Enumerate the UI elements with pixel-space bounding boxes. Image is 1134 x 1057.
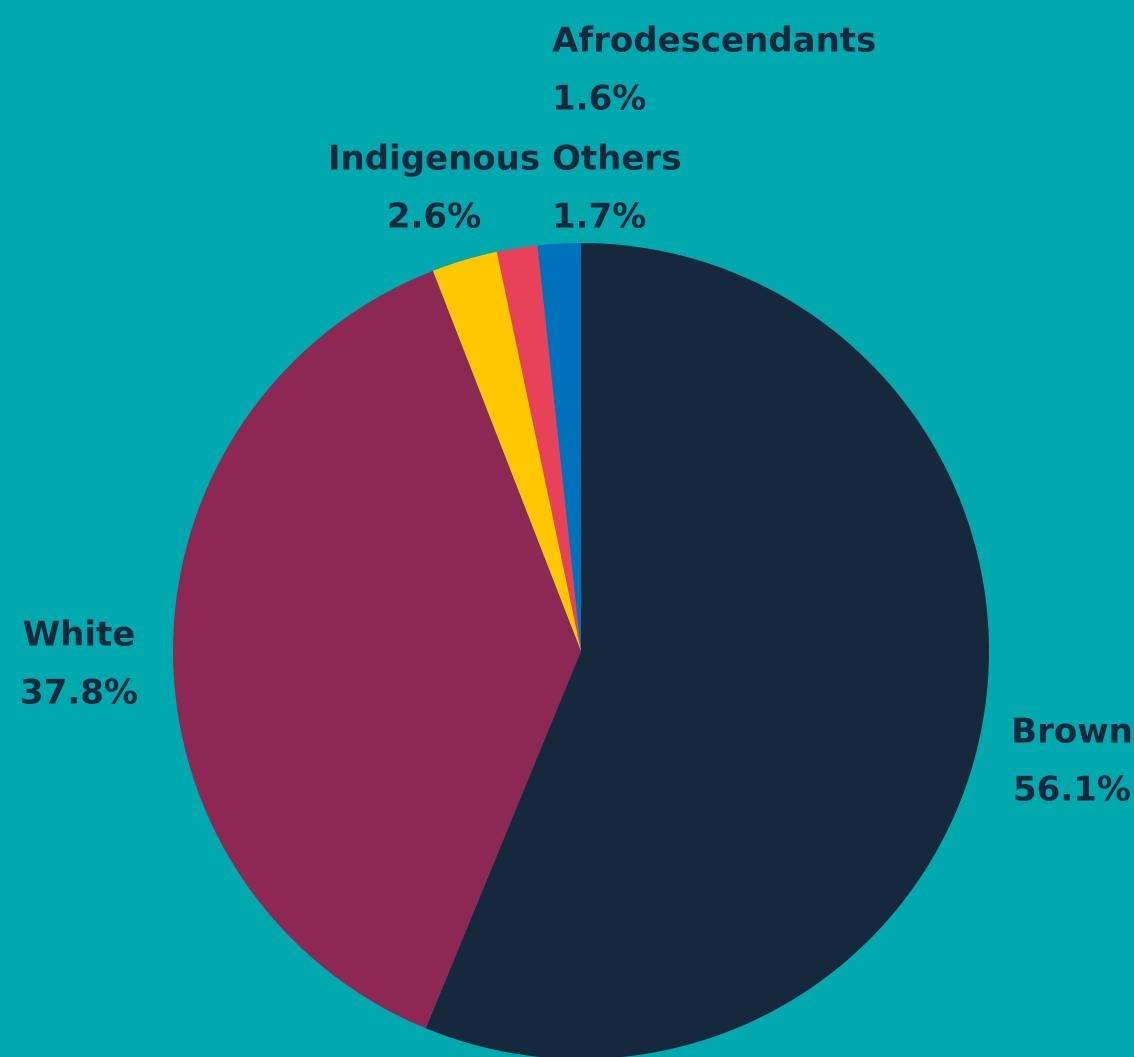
slice-label-brown: Brown — [1011, 712, 1133, 752]
pie-slice-others — [537, 243, 581, 651]
pie-slice-indigenous — [432, 251, 581, 651]
slice-value-others: 1.7% — [552, 197, 646, 237]
slice-label-indigenous: Indigenous — [328, 139, 540, 179]
slice-label-others: Others — [552, 139, 681, 179]
pie-slices — [172, 243, 989, 1057]
slice-value-indigenous: 2.6% — [387, 197, 481, 237]
slice-label-white: White — [23, 615, 136, 655]
pie-slice-afrodescendants — [496, 245, 581, 651]
pie-slice-white — [172, 270, 582, 1029]
slice-label-afrodescendants: Afrodescendants — [552, 21, 876, 61]
slice-value-afrodescendants: 1.6% — [552, 79, 646, 119]
pie-slice-brown — [425, 243, 989, 1057]
slice-labels: Brown 56.1% White 37.8% Indigenous 2.6% Afrode… — [20, 21, 1133, 810]
slice-value-brown: 56.1% — [1013, 770, 1131, 810]
slice-value-white: 37.8% — [20, 673, 138, 713]
